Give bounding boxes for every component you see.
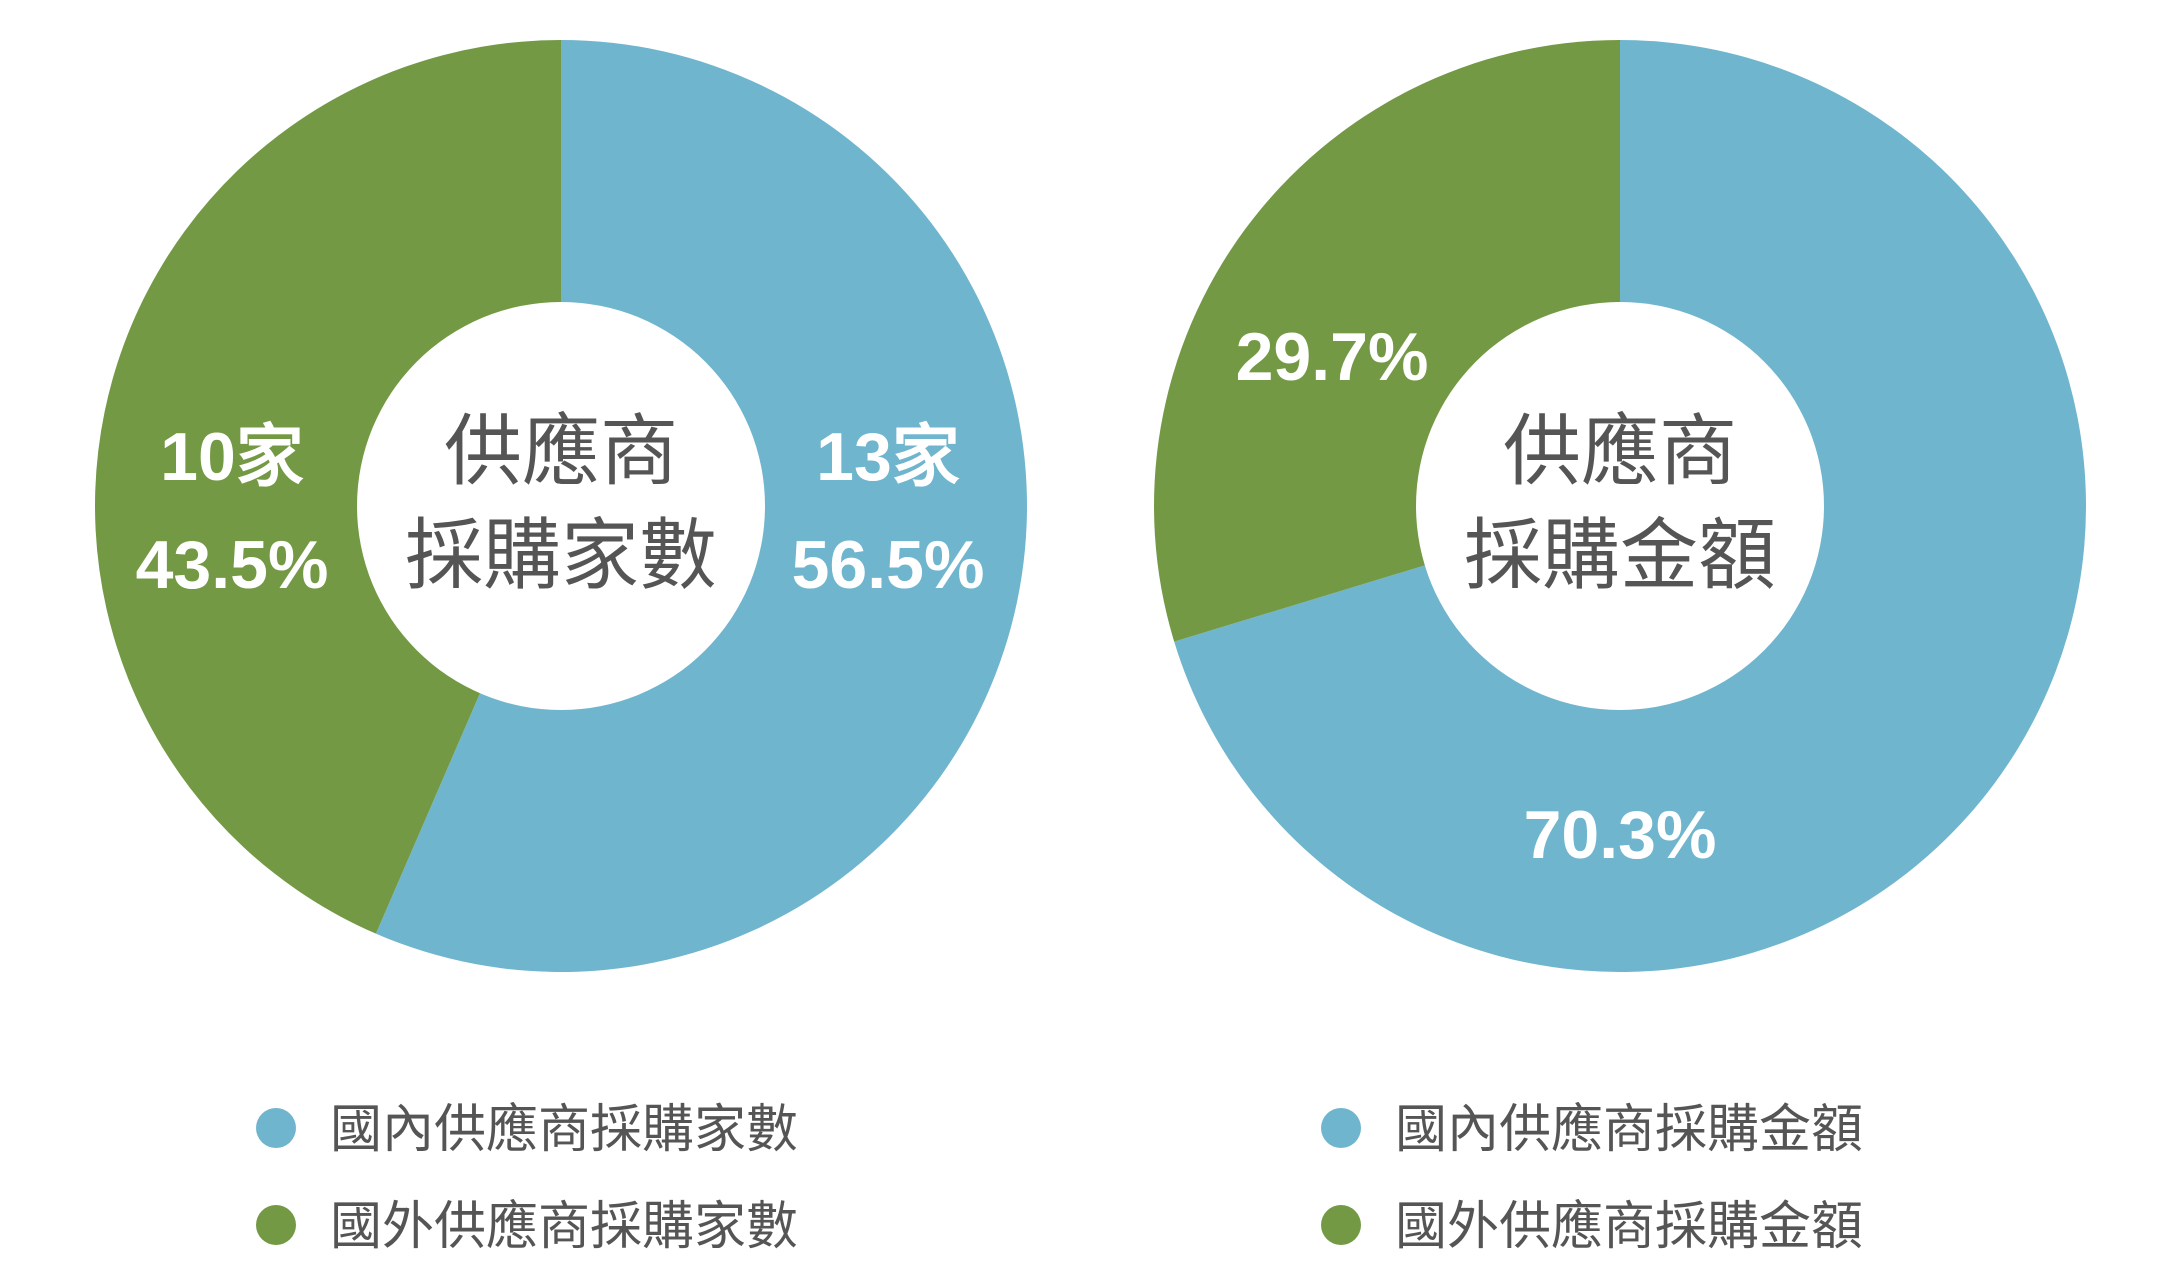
donut-chart-supplier-amount: 供應商 採購金額 70.3% 29.7% [1154, 40, 2086, 972]
legend-supplier-count: 國內供應商採購家數 國外供應商採購家數 [256, 1100, 798, 1257]
center-title-line-1: 供應商 [444, 407, 678, 497]
slice-label-foreign-count: 10家 [160, 419, 304, 495]
center-title-line-1: 供應商 [1503, 407, 1737, 497]
slice-foreign-count [95, 40, 561, 934]
slice-label-domestic-count: 13家 [816, 419, 960, 495]
legend-label-foreign-count: 國外供應商採購家數 [330, 1197, 798, 1257]
legend-label-domestic-amount: 國內供應商採購金額 [1395, 1100, 1863, 1160]
donut-hole [1416, 302, 1824, 710]
legend-label-domestic-count: 國內供應商採購家數 [330, 1100, 798, 1160]
slice-label-foreign-amount-percent: 29.7% [1236, 319, 1429, 395]
slice-label-domestic-percent: 56.5% [792, 527, 985, 603]
center-title-line-2: 採購金額 [1464, 511, 1776, 601]
legend-marker-foreign [1321, 1205, 1361, 1245]
slice-label-domestic-amount-percent: 70.3% [1524, 797, 1717, 873]
donut-chart-supplier-count: 供應商 採購家數 13家 56.5% 10家 43.5% [95, 40, 1027, 972]
legend-supplier-amount: 國內供應商採購金額 國外供應商採購金額 [1321, 1100, 1863, 1257]
legend-marker-foreign [256, 1205, 296, 1245]
donut-hole [357, 302, 765, 710]
legend-marker-domestic [256, 1108, 296, 1148]
center-title-line-2: 採購家數 [405, 511, 717, 601]
legend-marker-domestic [1321, 1108, 1361, 1148]
slice-label-foreign-percent: 43.5% [136, 527, 329, 603]
legend-label-foreign-amount: 國外供應商採購金額 [1395, 1197, 1863, 1257]
